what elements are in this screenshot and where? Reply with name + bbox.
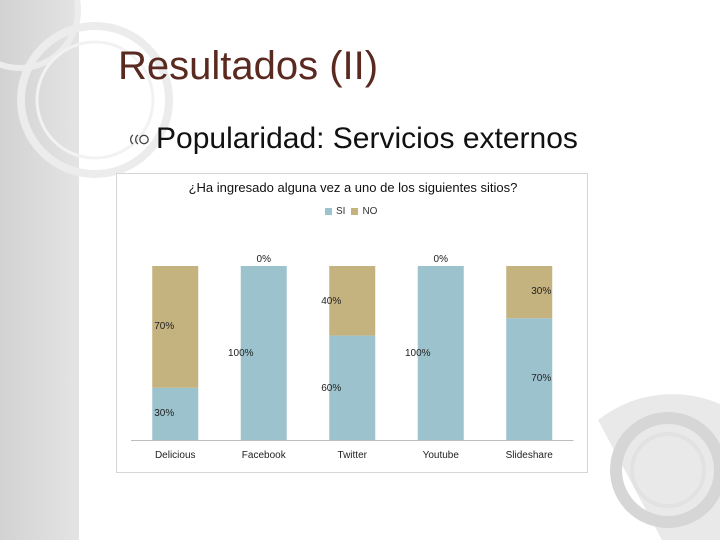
data-label-si-twitter: 60%: [321, 383, 341, 394]
category-label-delicious: Delicious: [155, 450, 196, 461]
bar-no-slideshare: [506, 266, 553, 319]
data-label-si-slideshare: 70%: [531, 373, 551, 384]
bullet-point: Popularidad: Servicios externos: [130, 122, 578, 156]
category-label-facebook: Facebook: [242, 450, 287, 461]
chart-legend: SI NO: [325, 206, 377, 217]
legend-label-no: NO: [362, 206, 378, 217]
left-decorative-band: [0, 0, 79, 540]
legend-swatch-no: [351, 208, 359, 215]
bar-si-facebook: [240, 266, 287, 440]
bar-si-slideshare: [506, 318, 553, 440]
data-label-no-youtube: 0%: [434, 254, 449, 265]
data-label-no-delicious: 70%: [154, 321, 174, 332]
bullet-text: Popularidad: Servicios externos: [156, 122, 578, 155]
data-label-si-delicious: 30%: [154, 408, 174, 419]
category-label-youtube: Youtube: [423, 450, 460, 461]
data-label-no-twitter: 40%: [321, 296, 341, 307]
data-label-no-facebook: 0%: [257, 254, 272, 265]
legend-swatch-si: [325, 208, 332, 215]
category-label-twitter: Twitter: [338, 450, 368, 461]
legend-item-no: NO: [351, 206, 377, 217]
legend-item-si: SI: [325, 206, 345, 217]
data-label-si-facebook: 100%: [228, 348, 254, 359]
bar-no-delicious: [152, 266, 199, 388]
bar-no-twitter: [329, 266, 376, 336]
bar-si-delicious: [152, 387, 199, 440]
chart-title: ¿Ha ingresado alguna vez a uno de los si…: [188, 180, 518, 195]
bar-si-youtube: [417, 266, 464, 440]
data-label-no-slideshare: 30%: [531, 286, 551, 297]
bullet-icon: [130, 134, 149, 145]
slide-title: Resultados (II): [118, 44, 379, 88]
data-label-si-youtube: 100%: [405, 348, 431, 359]
category-label-slideshare: Slideshare: [506, 450, 554, 461]
bar-si-twitter: [329, 335, 376, 440]
legend-label-si: SI: [336, 206, 346, 217]
chart: ¿Ha ingresado alguna vez a uno de los si…: [116, 173, 588, 473]
chart-plot-area: Delicious 30% 70% Facebook 100% 0% Twitter 60% 4…: [131, 254, 574, 461]
